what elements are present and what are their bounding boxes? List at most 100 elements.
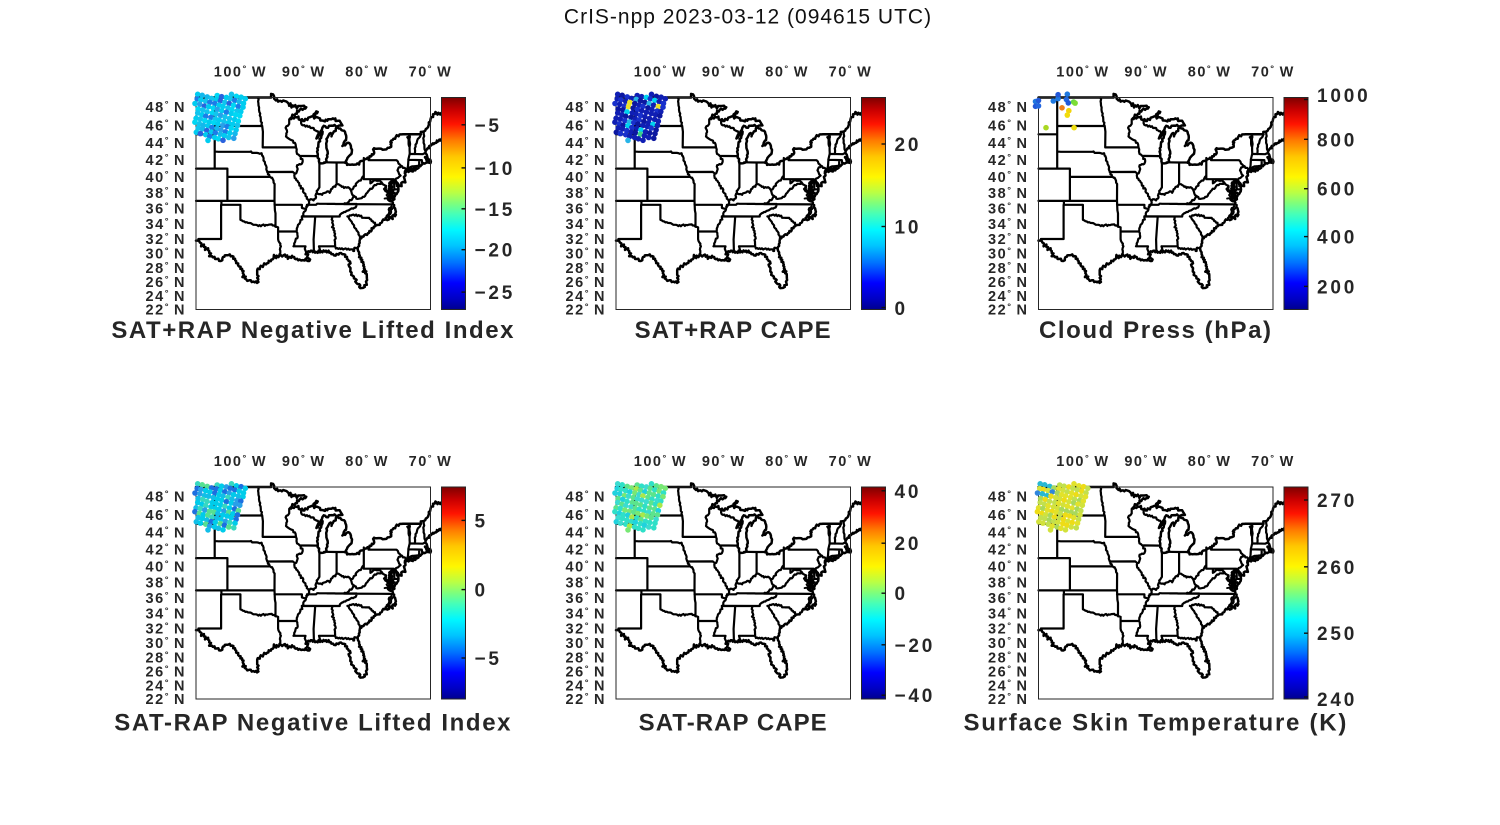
svg-text:48° N: 48° N xyxy=(566,489,606,506)
svg-text:36° N: 36° N xyxy=(146,201,186,218)
svg-text:44° N: 44° N xyxy=(988,135,1028,152)
svg-text:80° W: 80° W xyxy=(765,453,809,470)
svg-text:36° N: 36° N xyxy=(566,590,606,607)
svg-text:5: 5 xyxy=(475,511,488,532)
svg-text:90° W: 90° W xyxy=(282,64,326,81)
svg-text:44° N: 44° N xyxy=(566,525,606,542)
svg-text:38° N: 38° N xyxy=(146,185,186,202)
svg-text:40° N: 40° N xyxy=(566,558,606,575)
svg-text:SAT-RAP Negative Lifted Index: SAT-RAP Negative Lifted Index xyxy=(114,710,512,737)
svg-text:22° N: 22° N xyxy=(566,302,606,319)
svg-text:70° W: 70° W xyxy=(409,453,453,470)
svg-text:32° N: 32° N xyxy=(146,621,186,638)
svg-text:24° N: 24° N xyxy=(566,677,606,694)
svg-text:22° N: 22° N xyxy=(566,691,606,708)
svg-text:Cloud Press (hPa): Cloud Press (hPa) xyxy=(1039,317,1273,344)
svg-text:38° N: 38° N xyxy=(566,575,606,592)
svg-text:100° W: 100° W xyxy=(1056,64,1109,81)
svg-text:34° N: 34° N xyxy=(988,216,1028,233)
svg-text:48° N: 48° N xyxy=(146,489,186,506)
svg-text:90° W: 90° W xyxy=(702,453,746,470)
svg-text:38° N: 38° N xyxy=(146,575,186,592)
svg-text:26° N: 26° N xyxy=(566,664,606,681)
svg-text:28° N: 28° N xyxy=(146,650,186,667)
svg-text:30° N: 30° N xyxy=(566,246,606,263)
svg-text:48° N: 48° N xyxy=(566,99,606,116)
svg-text:46° N: 46° N xyxy=(566,507,606,524)
svg-text:100° W: 100° W xyxy=(634,64,687,81)
svg-text:90° W: 90° W xyxy=(282,453,326,470)
svg-text:36° N: 36° N xyxy=(566,201,606,218)
svg-text:30° N: 30° N xyxy=(988,635,1028,652)
svg-text:40° N: 40° N xyxy=(146,169,186,186)
svg-text:40° N: 40° N xyxy=(566,169,606,186)
svg-text:48° N: 48° N xyxy=(988,99,1028,116)
svg-text:28° N: 28° N xyxy=(988,650,1028,667)
svg-text:26° N: 26° N xyxy=(146,274,186,291)
svg-text:32° N: 32° N xyxy=(146,231,186,248)
svg-text:30° N: 30° N xyxy=(566,635,606,652)
svg-text:30° N: 30° N xyxy=(988,246,1028,263)
svg-text:46° N: 46° N xyxy=(146,507,186,524)
svg-text:34° N: 34° N xyxy=(988,606,1028,623)
svg-text:−20: −20 xyxy=(895,636,936,657)
svg-text:SAT+RAP Negative Lifted Index: SAT+RAP Negative Lifted Index xyxy=(111,317,515,344)
svg-text:40° N: 40° N xyxy=(988,169,1028,186)
svg-text:38° N: 38° N xyxy=(566,185,606,202)
svg-text:24° N: 24° N xyxy=(566,288,606,305)
svg-text:90° W: 90° W xyxy=(1124,453,1168,470)
svg-text:24° N: 24° N xyxy=(988,677,1028,694)
svg-text:38° N: 38° N xyxy=(988,185,1028,202)
svg-text:CrIS-npp 2023-03-12 (094615 UT: CrIS-npp 2023-03-12 (094615 UTC) xyxy=(564,6,932,29)
svg-text:48° N: 48° N xyxy=(146,99,186,116)
svg-text:22° N: 22° N xyxy=(988,302,1028,319)
svg-text:24° N: 24° N xyxy=(146,677,186,694)
svg-text:32° N: 32° N xyxy=(988,231,1028,248)
svg-text:46° N: 46° N xyxy=(988,507,1028,524)
svg-text:28° N: 28° N xyxy=(566,650,606,667)
svg-text:34° N: 34° N xyxy=(566,216,606,233)
svg-text:42° N: 42° N xyxy=(146,152,186,169)
svg-text:−25: −25 xyxy=(475,283,516,304)
svg-text:600: 600 xyxy=(1317,180,1357,201)
svg-text:42° N: 42° N xyxy=(566,542,606,559)
svg-text:42° N: 42° N xyxy=(146,542,186,559)
svg-text:80° W: 80° W xyxy=(1188,453,1232,470)
svg-text:100° W: 100° W xyxy=(1056,453,1109,470)
svg-text:30° N: 30° N xyxy=(146,635,186,652)
svg-text:44° N: 44° N xyxy=(566,135,606,152)
svg-text:90° W: 90° W xyxy=(1124,64,1168,81)
svg-text:100° W: 100° W xyxy=(214,64,267,81)
svg-text:42° N: 42° N xyxy=(988,152,1028,169)
svg-text:40° N: 40° N xyxy=(988,558,1028,575)
svg-text:400: 400 xyxy=(1317,228,1357,249)
svg-text:1000: 1000 xyxy=(1317,86,1370,107)
svg-text:34° N: 34° N xyxy=(146,606,186,623)
svg-text:70° W: 70° W xyxy=(829,453,873,470)
svg-text:48° N: 48° N xyxy=(988,489,1028,506)
svg-text:26° N: 26° N xyxy=(146,664,186,681)
svg-text:32° N: 32° N xyxy=(566,231,606,248)
svg-text:34° N: 34° N xyxy=(566,606,606,623)
svg-text:40° N: 40° N xyxy=(146,558,186,575)
svg-text:46° N: 46° N xyxy=(146,117,186,134)
svg-text:44° N: 44° N xyxy=(146,525,186,542)
svg-text:−15: −15 xyxy=(475,200,516,221)
svg-text:20: 20 xyxy=(895,534,922,555)
svg-text:28° N: 28° N xyxy=(566,260,606,277)
svg-text:0: 0 xyxy=(895,584,908,605)
svg-text:36° N: 36° N xyxy=(988,201,1028,218)
svg-text:36° N: 36° N xyxy=(146,590,186,607)
svg-text:22° N: 22° N xyxy=(146,691,186,708)
svg-text:200: 200 xyxy=(1317,277,1357,298)
svg-text:−5: −5 xyxy=(475,649,502,670)
svg-text:32° N: 32° N xyxy=(988,621,1028,638)
svg-text:46° N: 46° N xyxy=(988,117,1028,134)
svg-text:38° N: 38° N xyxy=(988,575,1028,592)
svg-text:70° W: 70° W xyxy=(1251,64,1295,81)
svg-text:250: 250 xyxy=(1317,624,1357,645)
svg-text:80° W: 80° W xyxy=(345,453,389,470)
svg-text:Surface Skin Temperature (K): Surface Skin Temperature (K) xyxy=(963,710,1348,737)
svg-text:26° N: 26° N xyxy=(988,664,1028,681)
svg-text:80° W: 80° W xyxy=(345,64,389,81)
